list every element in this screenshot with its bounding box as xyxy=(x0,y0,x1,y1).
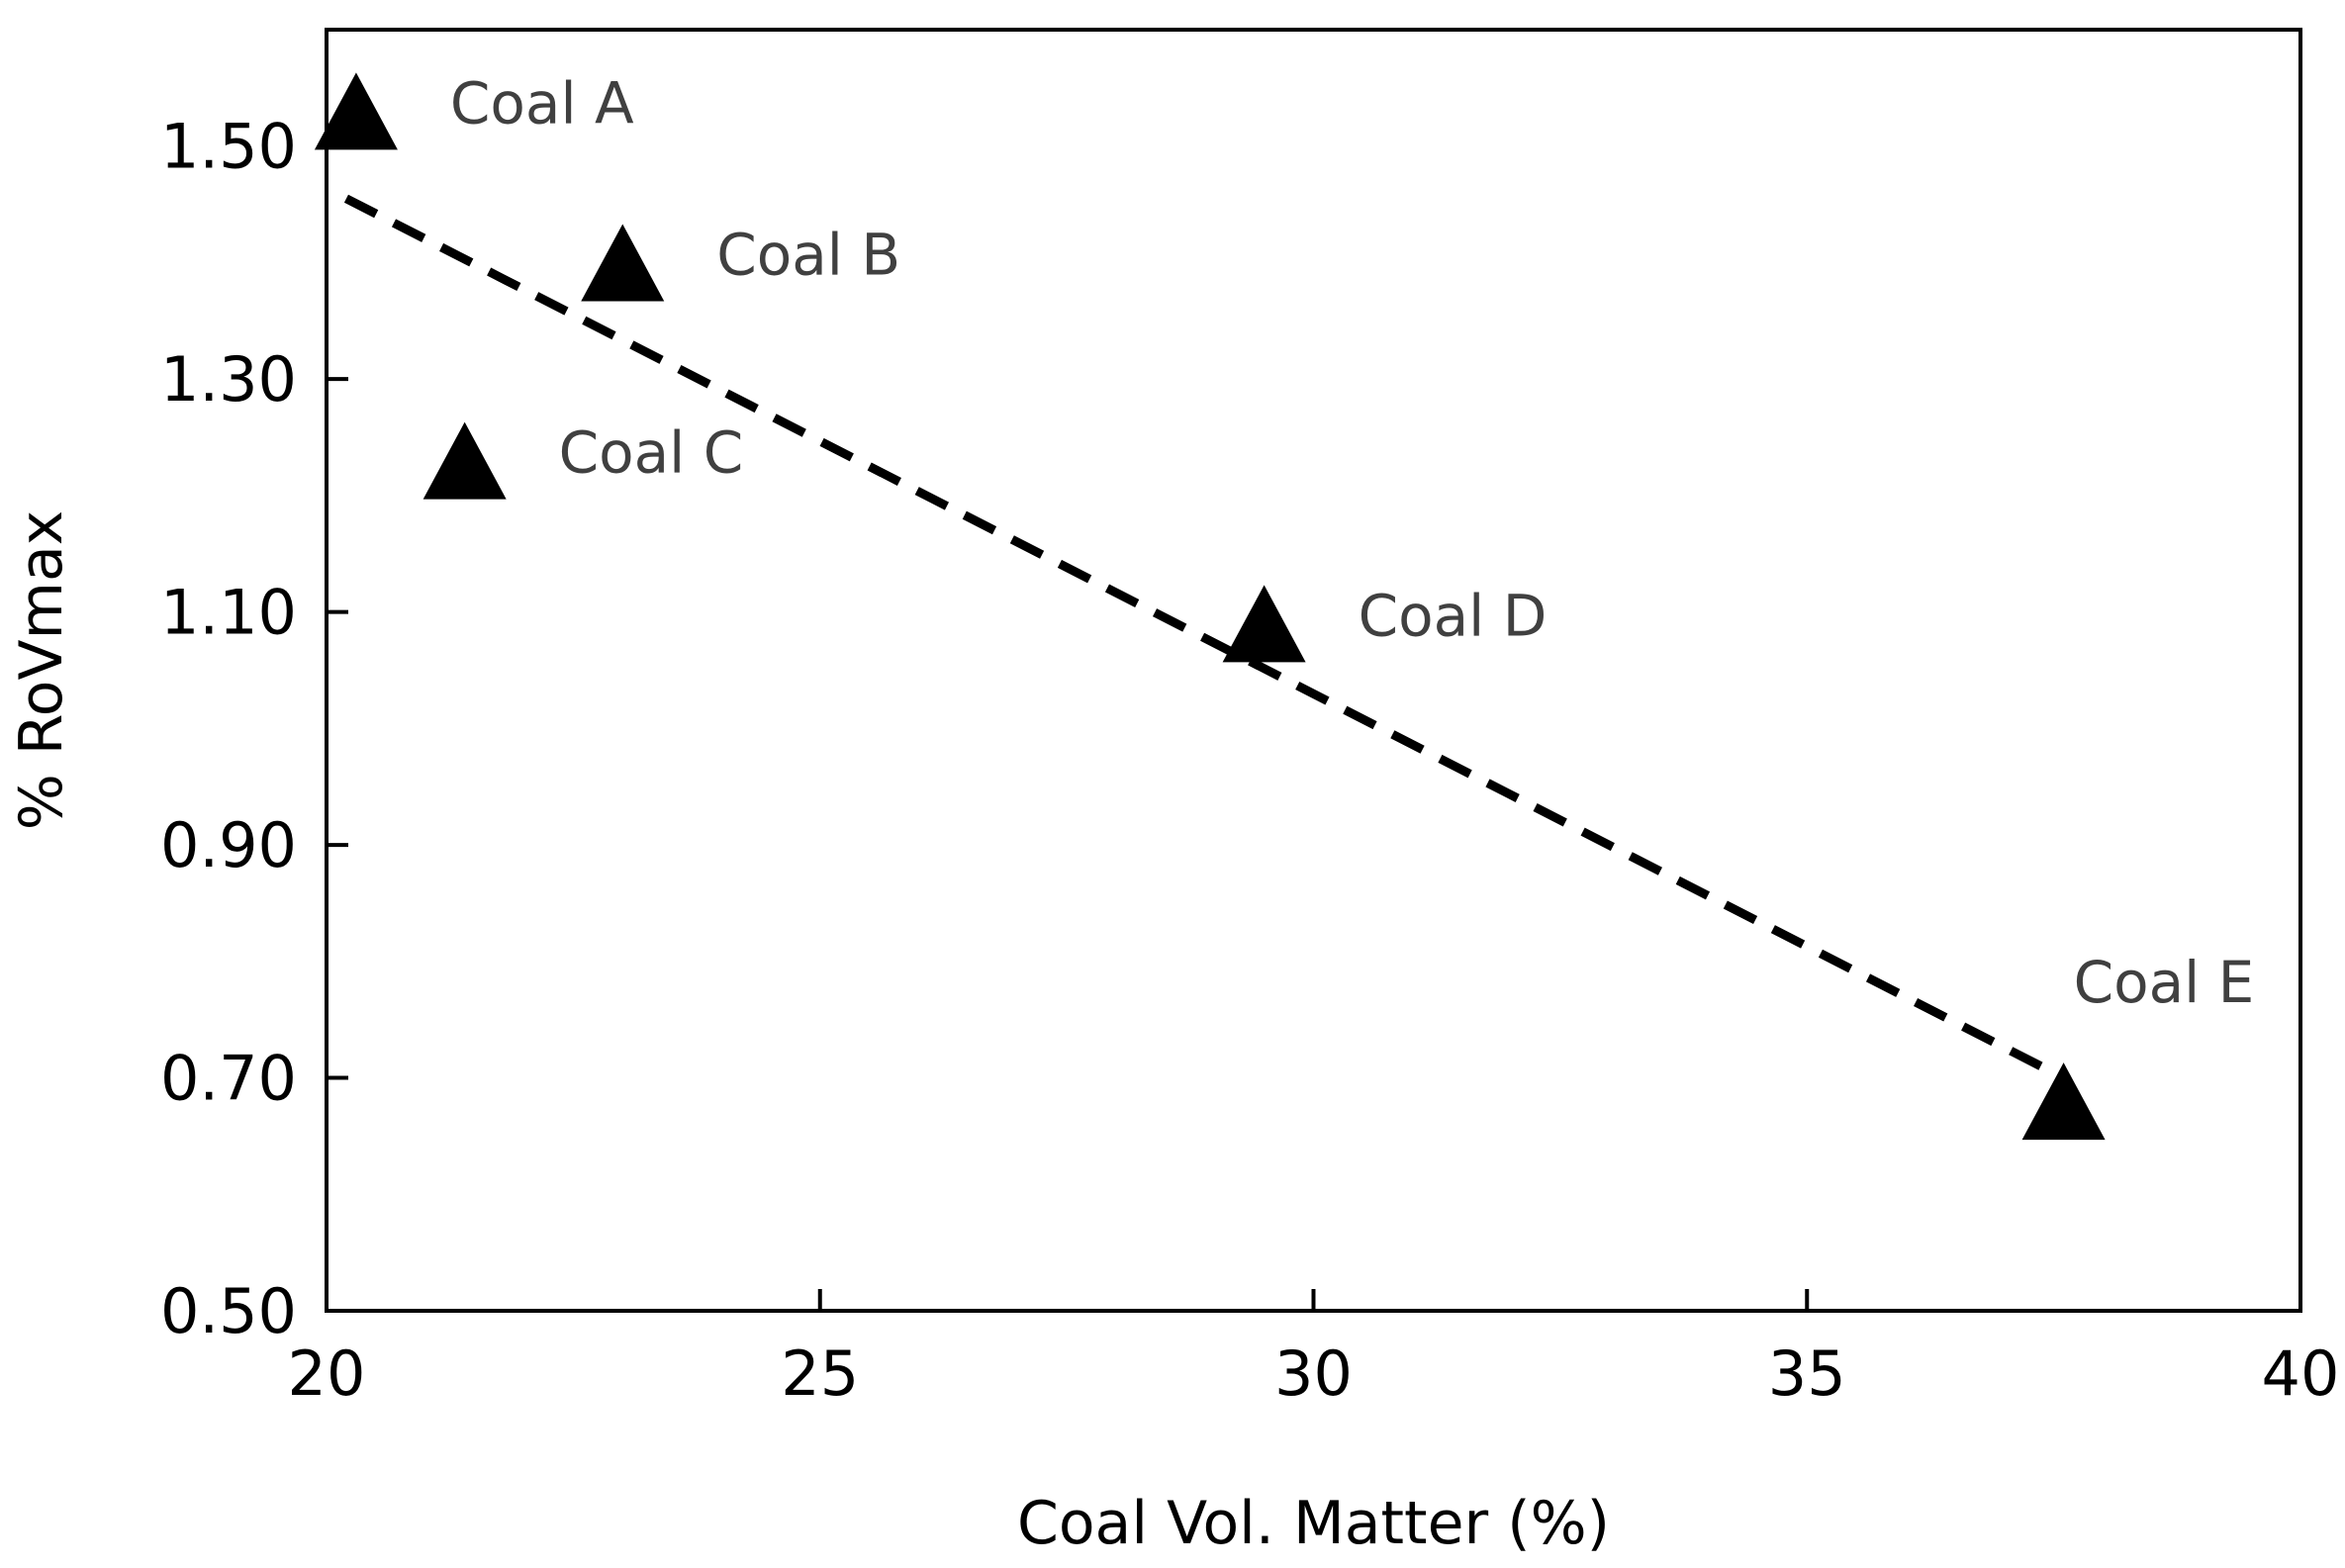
y-tick-label: 1.10 xyxy=(160,577,297,649)
data-point-triangle xyxy=(1222,585,1306,663)
data-point-label: Coal C xyxy=(559,419,744,487)
data-point-label: Coal B xyxy=(716,221,900,288)
x-tick-label: 30 xyxy=(1274,1337,1353,1410)
data-point-triangle xyxy=(422,421,507,500)
data-point-label: Coal E xyxy=(2074,949,2255,1016)
x-tick-label: 25 xyxy=(781,1337,859,1410)
x-tick-label: 20 xyxy=(288,1337,366,1410)
x-tick-label: 35 xyxy=(1768,1337,1846,1410)
y-tick-label: 1.50 xyxy=(160,111,297,183)
data-point-triangle xyxy=(2021,1062,2106,1141)
x-axis-ticks: 20 25 30 35 40 xyxy=(288,1289,2340,1410)
data-point-triangle xyxy=(581,224,665,302)
trendline-layer xyxy=(343,194,2066,1082)
point-labels-layer: Coal A Coal B Coal C Coal D Coal E xyxy=(450,69,2254,1016)
y-tick-label: 0.70 xyxy=(160,1043,297,1115)
data-point-label: Coal A xyxy=(450,69,634,137)
data-point-triangle xyxy=(314,72,398,150)
y-tick-label: 0.90 xyxy=(160,809,297,881)
trendline xyxy=(343,194,2066,1082)
y-axis-ticks: 0.50 0.70 0.90 1.10 1.30 1.50 xyxy=(160,111,348,1347)
y-axis-title: % RoVmax xyxy=(7,510,76,831)
data-point-label: Coal D xyxy=(1359,582,1548,649)
data-points-layer xyxy=(314,72,2106,1141)
y-tick-label: 1.30 xyxy=(160,343,297,415)
x-tick-label: 40 xyxy=(2262,1337,2340,1410)
x-axis-title: Coal Vol. Matter (%) xyxy=(1017,1489,1610,1558)
y-tick-label: 0.50 xyxy=(160,1275,297,1347)
